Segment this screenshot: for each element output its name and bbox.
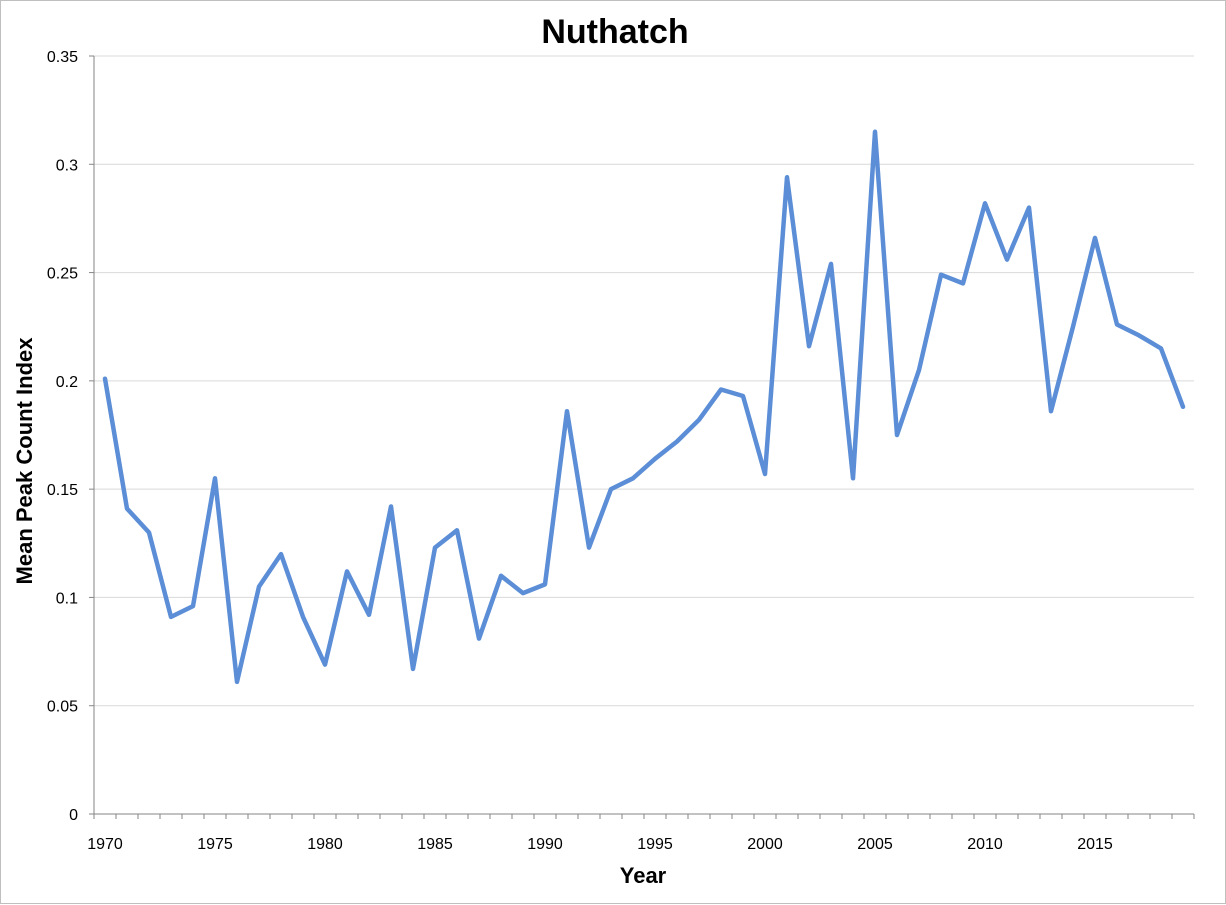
x-tick-label: 2015 — [1077, 836, 1113, 853]
axes — [89, 55, 1195, 819]
chart-title: Nuthatch — [541, 13, 688, 51]
x-tick-labels: 1970 1975 1980 1985 1990 1995 2000 2005 2010 2015 — [87, 836, 1113, 853]
y-tick-label: 0.2 — [56, 374, 78, 391]
x-tick-label: 1985 — [417, 836, 453, 853]
y-tick-labels: 0 0.05 0.1 0.15 0.2 0.25 0.3 0.35 — [47, 49, 78, 824]
y-tick-label: 0.3 — [56, 157, 78, 174]
y-tick-label: 0.35 — [47, 49, 78, 66]
y-tick-label: 0 — [69, 807, 78, 824]
y-tick-label: 0.05 — [47, 699, 78, 716]
x-tick-label: 2000 — [747, 836, 783, 853]
x-tick-label: 1990 — [527, 836, 563, 853]
y-tick-label: 0.1 — [56, 590, 78, 607]
gridlines — [94, 55, 1194, 707]
x-tick-label: 2005 — [857, 836, 893, 853]
y-tick-label: 0.15 — [47, 482, 78, 499]
series-layer — [102, 129, 1186, 685]
x-tick-label: 1995 — [637, 836, 673, 853]
x-tick-label: 2010 — [967, 836, 1003, 853]
series-line — [102, 129, 1186, 685]
y-axis-label: Mean Peak Count Index — [12, 337, 37, 585]
x-tick-label: 1975 — [197, 836, 233, 853]
x-axis-label: Year — [620, 863, 667, 888]
y-tick-label: 0.25 — [47, 266, 78, 283]
x-tick-label: 1970 — [87, 836, 123, 853]
x-tick-label: 1980 — [307, 836, 343, 853]
